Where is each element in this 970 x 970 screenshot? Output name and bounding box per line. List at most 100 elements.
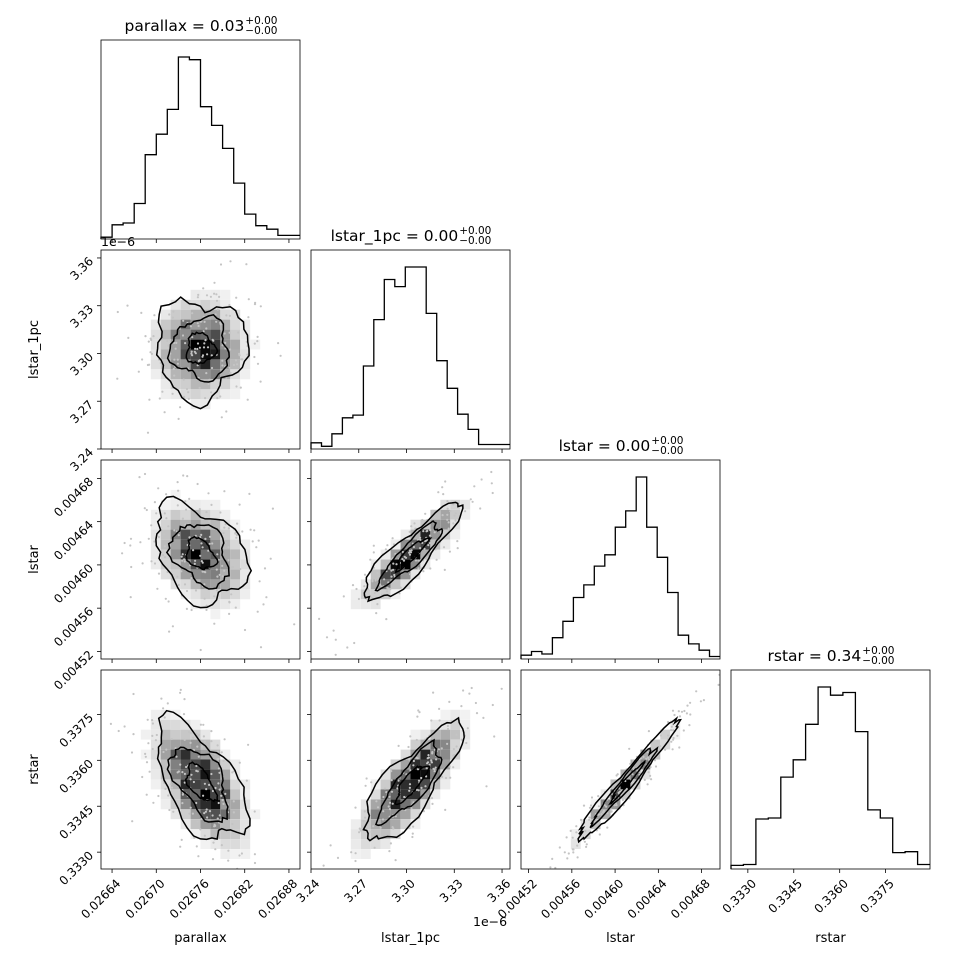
sample-point (435, 758, 438, 761)
sample-point (382, 795, 385, 799)
density-cell (150, 339, 161, 350)
sample-point (129, 537, 133, 540)
density-cell (190, 499, 201, 510)
sample-point (235, 296, 238, 299)
y-axis-label-lstar_1pc: lstar_1pc (27, 320, 42, 379)
sample-point (600, 813, 603, 816)
density-cell (230, 809, 241, 820)
sample-point (220, 844, 223, 847)
density-cell (170, 779, 181, 790)
sample-point (166, 339, 169, 343)
sample-point (446, 727, 450, 731)
x-tick-label: 0.00464 (625, 876, 670, 921)
sample-point (389, 767, 392, 771)
density-cell (380, 799, 391, 810)
sample-point (157, 572, 161, 575)
sample-point (150, 560, 153, 563)
density-cell (150, 709, 161, 720)
density-cell (160, 379, 171, 390)
sample-point (183, 395, 186, 398)
density-cell (580, 819, 591, 830)
density-cell (150, 509, 161, 520)
density-cell (420, 779, 431, 790)
density-cell (210, 289, 221, 300)
sample-point (185, 589, 189, 593)
density-cell (190, 549, 201, 560)
sample-point (628, 747, 631, 750)
sample-point (190, 608, 193, 612)
sample-point (148, 398, 151, 401)
sample-point (228, 366, 231, 369)
y-tick-label: 0.3360 (57, 757, 97, 797)
density-cell (180, 359, 191, 370)
sample-point (153, 501, 156, 504)
title-prefix: lstar_1pc = (331, 227, 424, 246)
sample-point (370, 830, 373, 834)
sample-point (208, 542, 211, 545)
sample-point (240, 358, 243, 361)
density-cell (170, 359, 181, 370)
sample-point (181, 517, 184, 520)
sample-point (179, 763, 182, 766)
sample-point (438, 707, 441, 711)
sample-point (390, 790, 394, 793)
sample-point (682, 729, 685, 732)
x-tick-label: 0.00456 (538, 876, 583, 921)
density-cell (420, 529, 431, 540)
sample-point (385, 618, 388, 621)
sample-point (353, 641, 356, 645)
sample-point (163, 512, 166, 515)
sample-point (146, 431, 150, 434)
sample-point (435, 558, 438, 561)
sample-point (372, 551, 375, 554)
density-cell (180, 719, 191, 730)
density-cell (230, 589, 241, 600)
density-cell (220, 379, 231, 390)
sample-point (176, 481, 179, 484)
density-cell (150, 329, 161, 340)
density-cell (410, 519, 421, 530)
density-cell (190, 319, 201, 330)
density-cell (370, 799, 381, 810)
sample-point (515, 912, 517, 914)
sample-point (202, 735, 205, 738)
sample-point (422, 810, 425, 813)
sample-point (217, 782, 220, 785)
sample-point (198, 733, 201, 736)
sample-point (420, 786, 423, 790)
sample-point (151, 734, 154, 738)
y-tick-label: 3.33 (67, 302, 96, 331)
density-cell (170, 379, 181, 390)
sample-point (429, 529, 432, 532)
x-tick-label: 0.3360 (811, 876, 851, 916)
sample-point (318, 617, 321, 621)
density-cell (210, 829, 221, 840)
sample-point (448, 550, 451, 553)
sample-point (689, 701, 692, 704)
sample-point (437, 748, 440, 751)
density-cell (230, 799, 241, 810)
sample-point (205, 510, 208, 514)
sample-point (186, 475, 189, 478)
density-cell (190, 519, 201, 530)
contour-line (607, 759, 646, 806)
sample-point (185, 607, 188, 611)
density-cell (200, 309, 211, 320)
sample-point (364, 816, 367, 819)
sample-point (417, 709, 420, 712)
sample-point (409, 735, 412, 738)
sample-point (647, 756, 650, 759)
sample-point (213, 281, 216, 284)
sample-point (216, 575, 219, 578)
density-cell (610, 799, 621, 810)
density-cell (650, 749, 661, 760)
sample-point (376, 572, 379, 575)
sample-point (256, 610, 259, 613)
sample-point (227, 527, 230, 530)
sample-point (181, 553, 184, 556)
sample-point (370, 596, 373, 599)
density-cell (430, 759, 441, 770)
density-cell (670, 719, 681, 730)
sample-point (182, 474, 185, 477)
density-cell (170, 509, 181, 520)
